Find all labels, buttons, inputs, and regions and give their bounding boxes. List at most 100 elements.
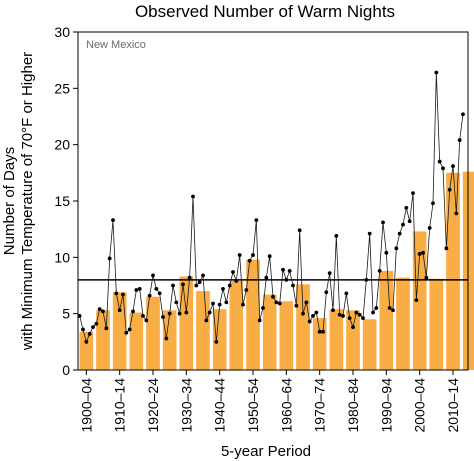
annual-point-1988: [371, 310, 375, 315]
annual-point-2001: [414, 298, 419, 303]
annual-point-1994: [391, 308, 395, 313]
annual-point-2008: [437, 159, 442, 164]
bar-1975–79: [329, 309, 344, 370]
annual-point-1914: [124, 330, 129, 335]
bar-2000–04: [412, 231, 427, 370]
annual-series: [77, 70, 465, 344]
annual-point-1979: [341, 314, 345, 318]
annual-point-1962: [284, 277, 289, 282]
annual-point-1931: [181, 282, 185, 287]
annual-point-1908: [104, 326, 109, 331]
bar-1930–34: [179, 276, 194, 370]
bar-1950–54: [246, 259, 260, 370]
annual-point-2014: [457, 138, 462, 143]
annual-point-1953: [254, 218, 259, 223]
chart-title: Observed Number of Warm Nights: [135, 2, 395, 21]
annual-point-2009: [441, 166, 445, 171]
annual-point-2010: [444, 246, 449, 251]
annual-point-1958: [271, 294, 275, 299]
annual-point-2003: [421, 250, 425, 255]
annual-point-1912: [117, 308, 122, 313]
y-tick-label: 30: [54, 24, 70, 40]
annual-point-1935: [194, 283, 199, 288]
bar-1955–59: [262, 294, 277, 370]
x-axis: 1900–04 1910–14 1920–24 1930–34 1940–44 1950–…: [78, 370, 461, 433]
annual-point-1959: [274, 300, 279, 305]
annual-point-1995: [394, 246, 399, 251]
annual-point-1919: [141, 314, 145, 318]
annual-point-1970: [311, 314, 315, 318]
annual-point-1978: [337, 312, 342, 317]
annual-point-1955: [261, 306, 265, 310]
annual-point-2012: [451, 164, 455, 168]
annual-point-1948: [237, 253, 242, 257]
annual-point-1918: [137, 286, 142, 291]
annual-point-1968: [304, 300, 309, 305]
annual-point-1949: [241, 302, 245, 307]
annual-point-1907: [101, 309, 105, 314]
annual-point-1921: [147, 293, 152, 298]
annual-point-2000: [411, 191, 415, 196]
annual-point-1980: [344, 291, 349, 296]
x-tick-label: 1940–44: [212, 378, 228, 433]
x-tick-label: 1950–54: [245, 378, 261, 433]
annual-point-1972: [317, 329, 322, 334]
annual-point-1989: [374, 306, 379, 310]
annual-point-1997: [401, 222, 405, 227]
annual-point-1957: [267, 254, 272, 259]
bar-1970–74: [312, 318, 327, 370]
bar-1915–19: [129, 312, 144, 370]
annual-point-1976: [331, 308, 335, 313]
annual-point-1929: [174, 300, 179, 305]
bar-1935–39: [196, 291, 210, 370]
bar-series: [79, 171, 474, 370]
x-tick-label: 1900–04: [78, 378, 94, 433]
annual-point-1974: [324, 290, 329, 295]
y-tick-label: 10: [54, 249, 70, 265]
bar-1965–69: [296, 284, 310, 370]
annual-point-1940: [211, 301, 215, 306]
annual-point-1936: [197, 280, 202, 285]
x-tick-label: 1980–84: [345, 378, 361, 433]
annual-point-1965: [294, 303, 299, 308]
annual-point-1954: [257, 318, 262, 323]
annual-point-1905: [94, 321, 99, 326]
annual-point-1911: [114, 291, 119, 296]
annual-point-2004: [424, 275, 429, 280]
x-tick-label: 1970–74: [312, 378, 328, 433]
annual-point-2011: [447, 187, 452, 192]
annual-point-1941: [214, 339, 219, 344]
annual-point-1985: [361, 316, 365, 321]
bar-2005–09: [429, 278, 444, 370]
annual-point-1964: [291, 283, 295, 288]
annual-point-1924: [157, 291, 162, 296]
annual-point-2002: [417, 252, 422, 256]
x-tick-label: 1990–94: [378, 378, 394, 433]
annual-point-2015: [461, 112, 465, 117]
annual-point-1969: [307, 319, 312, 324]
annual-point-1966: [297, 228, 302, 233]
annual-point-1991: [381, 220, 385, 225]
annual-point-1926: [164, 336, 169, 341]
annual-point-1998: [404, 205, 409, 210]
bar-1920–24: [146, 296, 160, 370]
annual-point-1920: [144, 318, 149, 323]
bar-1940–44: [212, 309, 227, 370]
x-tick-label: 1960–64: [278, 378, 294, 433]
annual-point-1975: [327, 271, 332, 276]
annual-point-1983: [354, 310, 359, 315]
bar-1995–99: [396, 277, 410, 370]
annual-point-1946: [231, 270, 235, 274]
annual-point-1932: [184, 310, 189, 315]
annual-point-1909: [107, 256, 112, 261]
annual-point-1992: [384, 250, 389, 255]
y-axis-label-line: Number of Days: [1, 147, 18, 255]
annual-point-1950: [244, 288, 249, 292]
bar-1945–49: [229, 280, 244, 370]
annual-point-1901: [81, 327, 85, 332]
y-tick-label: 15: [54, 193, 70, 209]
annual-point-2006: [431, 201, 435, 206]
y-axis-label-line: with Minimum Temperature of 70°F or High…: [19, 52, 36, 351]
bar-1900–04: [79, 331, 94, 370]
bar-1960–64: [279, 301, 294, 370]
